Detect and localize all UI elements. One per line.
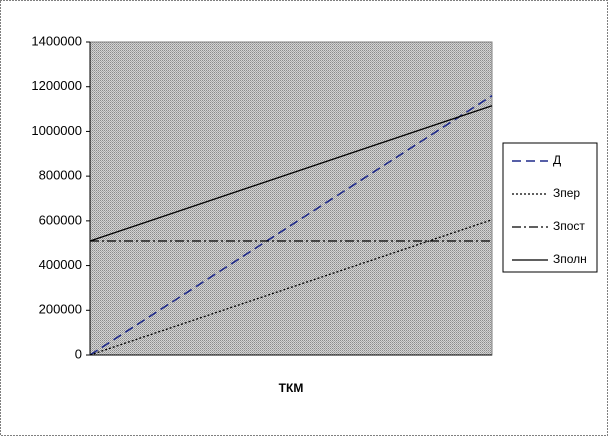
- legend-label: Зпер: [553, 186, 580, 200]
- legend-label: Зполн: [553, 252, 587, 266]
- legend-label: Д: [553, 153, 561, 167]
- y-tick-label: 1000000: [31, 123, 82, 138]
- legend: [502, 142, 598, 273]
- y-tick-label: 200000: [39, 302, 82, 317]
- y-tick-label: 800000: [39, 168, 82, 183]
- y-tick-label: 1200000: [31, 78, 82, 93]
- legend-label: Зпост: [553, 219, 585, 233]
- y-tick-label: 400000: [39, 257, 82, 272]
- y-tick-label: 1400000: [31, 33, 82, 48]
- y-tick-label: 600000: [39, 212, 82, 227]
- x-axis-label: ТКМ: [279, 381, 304, 395]
- series-line: [89, 219, 493, 356]
- series-line: [89, 94, 493, 356]
- series-line: [89, 105, 493, 242]
- plot-area: [89, 41, 493, 356]
- y-tick-label: 0: [75, 346, 82, 361]
